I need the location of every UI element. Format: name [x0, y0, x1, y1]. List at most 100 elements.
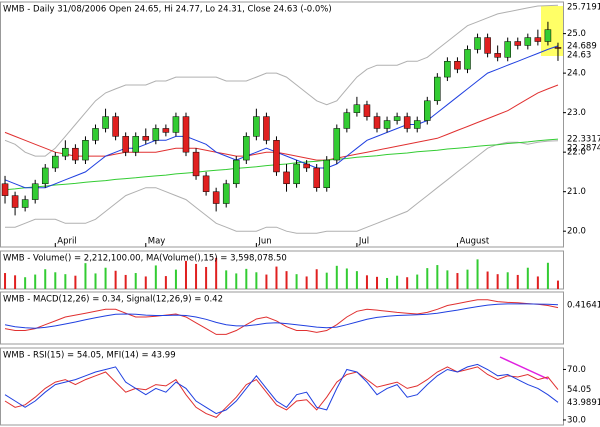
- volume-bar: [74, 275, 77, 289]
- volume-bar: [526, 267, 529, 289]
- overlay-line: [4, 4, 559, 157]
- candle-body: [323, 159, 331, 188]
- candle-body: [263, 116, 270, 141]
- y-tick-label: 30.0: [567, 415, 586, 425]
- volume-bar: [34, 274, 37, 289]
- candle-body: [424, 100, 431, 121]
- candle-body: [343, 112, 351, 129]
- candle-body: [212, 191, 220, 204]
- candle-body: [413, 120, 421, 129]
- volume-bar: [154, 265, 157, 289]
- candle-body: [373, 116, 381, 129]
- candle-body: [142, 136, 150, 141]
- candle-body: [122, 136, 129, 153]
- candle-body: [62, 147, 69, 157]
- candle-body: [31, 183, 39, 200]
- candle-body: [293, 163, 300, 185]
- volume-bar: [285, 271, 288, 289]
- indicator-line: [4, 366, 559, 418]
- panel-frame: [0, 250, 564, 290]
- candle-body: [1, 183, 9, 196]
- volume-bar: [506, 272, 509, 289]
- volume-bar: [14, 275, 17, 289]
- volume-bar: [456, 273, 459, 289]
- candle-body: [353, 104, 361, 113]
- volume-bar: [315, 269, 318, 289]
- volume-bar: [144, 276, 147, 289]
- volume-bar: [295, 274, 298, 289]
- candle-body: [303, 163, 310, 169]
- volume-bar: [124, 274, 127, 289]
- candle-body: [494, 53, 501, 58]
- volume-bar: [305, 276, 308, 289]
- volume-bar: [556, 280, 559, 289]
- volume-bar: [94, 273, 97, 289]
- candle-body: [504, 41, 511, 58]
- candle-body: [464, 49, 471, 70]
- end-value-label: 54.05: [567, 385, 591, 395]
- candle-body: [82, 140, 89, 161]
- candle-body: [92, 128, 99, 141]
- volume-bar: [466, 269, 469, 289]
- volume-bar: [426, 268, 429, 289]
- x-tick-label: Jul: [358, 237, 369, 247]
- y-tick-label: 25.0: [567, 29, 586, 39]
- volume-bar: [4, 273, 7, 289]
- volume-bar: [275, 266, 278, 289]
- volume-bar: [205, 266, 208, 289]
- candle-body: [232, 159, 240, 185]
- volume-bar: [436, 265, 439, 289]
- y-tick-label: 21.0: [567, 187, 586, 197]
- volume-bar: [536, 276, 539, 289]
- volume-bar: [24, 277, 27, 289]
- volume-bar: [235, 273, 238, 289]
- volume-bar: [164, 276, 167, 289]
- volume-bar: [376, 276, 379, 289]
- candle-body: [243, 136, 250, 161]
- volume-bar: [396, 275, 399, 289]
- candle-body: [403, 116, 411, 129]
- y-tick-label: 23.0: [567, 108, 586, 118]
- trend-line: [499, 356, 549, 380]
- end-value-label: 22.2874: [567, 144, 600, 154]
- candle-body: [554, 47, 562, 49]
- overlay-line: [5, 140, 559, 234]
- panel-frame: [0, 291, 564, 345]
- indicator-line: [4, 299, 559, 335]
- volume-bar: [516, 274, 519, 289]
- panel-frame: [0, 347, 564, 426]
- end-value-label: 43.9891: [567, 398, 600, 408]
- candle-body: [434, 76, 441, 102]
- volume-bar: [325, 272, 328, 289]
- candle-body: [72, 147, 79, 161]
- candle-body: [283, 171, 290, 185]
- candle-body: [514, 41, 522, 46]
- candle-body: [524, 37, 532, 46]
- volume-bar: [114, 270, 117, 289]
- x-tick-label: August: [459, 237, 489, 247]
- end-value-label: 25.7191: [567, 3, 600, 13]
- volume-bar: [245, 268, 248, 289]
- candle-body: [333, 128, 341, 161]
- panel-title: WMB - Daily 31/08/2006 Open 24.65, Hi 24…: [3, 5, 332, 15]
- candle-body: [393, 116, 401, 121]
- volume-bar: [355, 271, 358, 289]
- volume-bar: [54, 272, 57, 289]
- candle-body: [41, 167, 49, 185]
- candle-body: [474, 37, 481, 50]
- candle-body: [444, 61, 451, 78]
- overlay-line: [4, 45, 559, 189]
- volume-bar: [476, 259, 479, 289]
- volume-bar: [365, 275, 368, 289]
- volume-bar: [416, 274, 419, 289]
- volume-bar: [104, 267, 107, 289]
- volume-bar: [184, 260, 187, 289]
- volume-bar: [225, 270, 228, 289]
- x-tick-label: April: [57, 237, 76, 247]
- candle-body: [102, 116, 109, 129]
- panel-title: WMB - MACD(12,26) = 0.34, Signal(12,26,9…: [3, 295, 223, 305]
- candle-body: [273, 140, 280, 173]
- candle-body: [21, 199, 29, 208]
